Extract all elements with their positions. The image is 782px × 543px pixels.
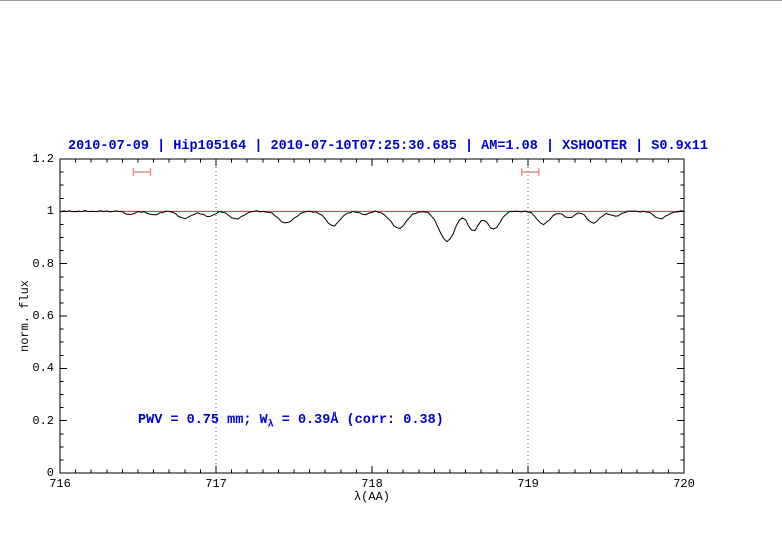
x-tick-label: 717: [205, 477, 227, 491]
y-tick-label: 1: [46, 204, 54, 219]
annotation-lambda-subscript: λ: [267, 419, 274, 431]
x-tick-label: 720: [673, 477, 695, 491]
y-tick-label: 0.8: [32, 256, 54, 271]
annotation-prefix: PWV = 0.75 mm; W: [138, 412, 268, 428]
y-tick-label: 1.2: [32, 152, 54, 166]
plot-frame: [59, 158, 685, 474]
plot-title: 2010-07-09 | Hip105164 | 2010-07-10T07:2…: [67, 139, 708, 154]
x-tick-label: 716: [49, 477, 71, 491]
y-tick-label: 0.6: [32, 309, 54, 323]
pwv-annotation: PWV = 0.75 mm; Wλ = 0.39Å (corr: 0.38): [138, 413, 444, 431]
x-tick-label: 719: [517, 477, 539, 491]
y-tick-label: 0.2: [32, 413, 54, 428]
band-marker: [132, 168, 152, 177]
y-tick-label: 0.4: [32, 361, 54, 376]
y-tick-label: 0: [46, 466, 54, 480]
band-marker: [521, 168, 540, 177]
x-tick-label: 718: [361, 477, 383, 491]
x-axis-label: λ(AA): [353, 490, 390, 504]
annotation-suffix: = 0.39Å (corr: 0.38): [273, 412, 444, 428]
spectrum-line: [59, 210, 685, 243]
